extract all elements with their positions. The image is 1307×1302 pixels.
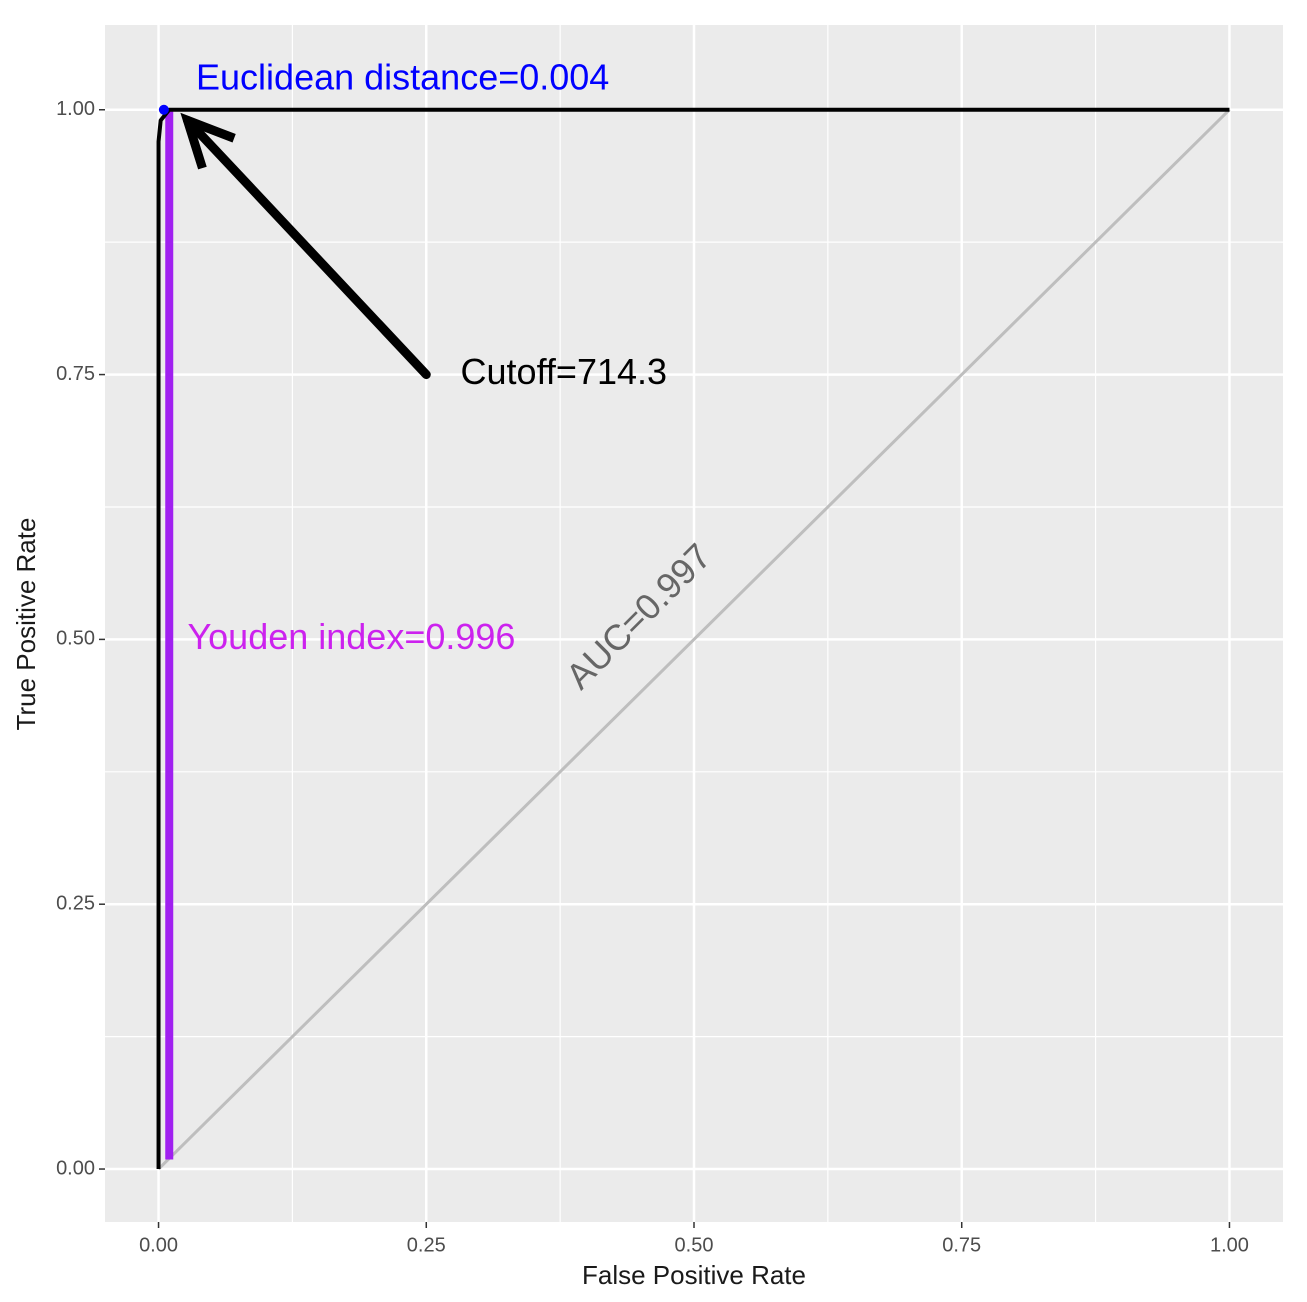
- annotation: Cutoff=714.3: [461, 351, 668, 392]
- x-tick-label: 0.00: [139, 1234, 178, 1256]
- point: [158, 104, 169, 115]
- y-tick-label: 1.00: [56, 98, 95, 120]
- x-tick-label: 0.50: [675, 1234, 714, 1256]
- y-tick-label: 0.50: [56, 628, 95, 650]
- arrow-shaft: [182, 115, 431, 380]
- annotation: Euclidean distance=0.004: [196, 57, 609, 98]
- y-tick-label: 0.25: [56, 892, 95, 914]
- x-tick-label: 0.25: [407, 1234, 446, 1256]
- y-tick-label: 0.75: [56, 363, 95, 385]
- x-tick-label: 1.00: [1210, 1234, 1249, 1256]
- series-line: [156, 107, 1230, 1170]
- x-axis-title: False Positive Rate: [582, 1260, 806, 1290]
- y-tick-label: 0.00: [56, 1157, 95, 1179]
- x-tick-label: 0.75: [942, 1234, 981, 1256]
- y-axis-title: True Positive Rate: [11, 518, 41, 731]
- annotation: Youden index=0.996: [187, 616, 515, 657]
- arrow-head: [180, 112, 236, 170]
- series-line: [157, 108, 1231, 1171]
